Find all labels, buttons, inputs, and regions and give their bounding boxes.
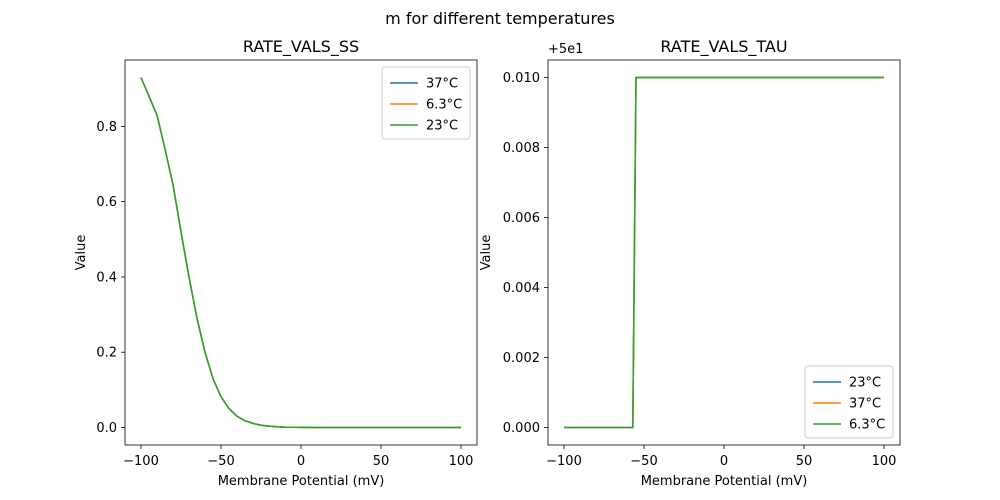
- x-tick-label: 0: [720, 454, 728, 469]
- series-line-2: [564, 76, 884, 429]
- x-tick-label: −50: [630, 454, 657, 469]
- y-axis-label: Value: [74, 235, 89, 271]
- y-tick-label: 0.4: [96, 270, 117, 285]
- legend: 23°C 37°C 6.3°C: [804, 365, 894, 439]
- legend-label-2: 6.3°C: [849, 418, 885, 433]
- legend-box: [804, 365, 894, 439]
- x-tick-label: −100: [123, 454, 159, 469]
- legend-label-1: 37°C: [849, 397, 881, 412]
- y-offset-label: +5e1: [548, 42, 583, 57]
- x-tick-label: 50: [373, 454, 390, 469]
- figure-suptitle: m for different temperatures: [385, 9, 615, 28]
- legend: 37°C 6.3°C 23°C: [381, 66, 471, 140]
- ss-panel: −100 −50 0 50 100 0.0 0.2 0.4 0.6 0.8 RATE_VALS_SS…: [74, 37, 478, 489]
- y-tick-label: 0.010: [503, 71, 540, 86]
- y-tick-label: 0.006: [503, 211, 540, 226]
- legend-label-0: 37°C: [426, 77, 458, 92]
- panel-title: RATE_VALS_TAU: [660, 37, 787, 57]
- x-tick-label: 100: [449, 454, 474, 469]
- legend-label-1: 6.3°C: [426, 98, 462, 113]
- x-axis-label: Membrane Potential (mV): [641, 474, 808, 489]
- y-tick-label: 0.6: [96, 195, 117, 210]
- y-tick-label: 0.2: [96, 346, 117, 361]
- x-tick-label: 0: [297, 454, 305, 469]
- y-tick-label: 0.8: [96, 120, 117, 135]
- x-tick-label: 50: [796, 454, 813, 469]
- y-tick-label: 0.002: [503, 351, 540, 366]
- y-axis-label: Value: [479, 235, 494, 271]
- y-tick-label: 0.000: [503, 421, 540, 436]
- legend-box: [381, 66, 471, 140]
- y-tick-label: 0.004: [503, 281, 540, 296]
- x-tick-label: 100: [872, 454, 897, 469]
- series-line-2: [140, 77, 461, 429]
- panel-title: RATE_VALS_SS: [243, 37, 359, 57]
- y-tick-label: 0.0: [96, 421, 117, 436]
- legend-label-2: 23°C: [426, 119, 458, 134]
- legend-label-0: 23°C: [849, 376, 881, 391]
- x-tick-label: −100: [546, 454, 582, 469]
- tau-panel: −100 −50 0 50 100 0.000 0.002 0.004 0.006 0.008 0.…: [479, 37, 901, 489]
- x-tick-label: −50: [207, 454, 234, 469]
- x-axis-label: Membrane Potential (mV): [218, 474, 385, 489]
- y-tick-label: 0.008: [503, 141, 540, 156]
